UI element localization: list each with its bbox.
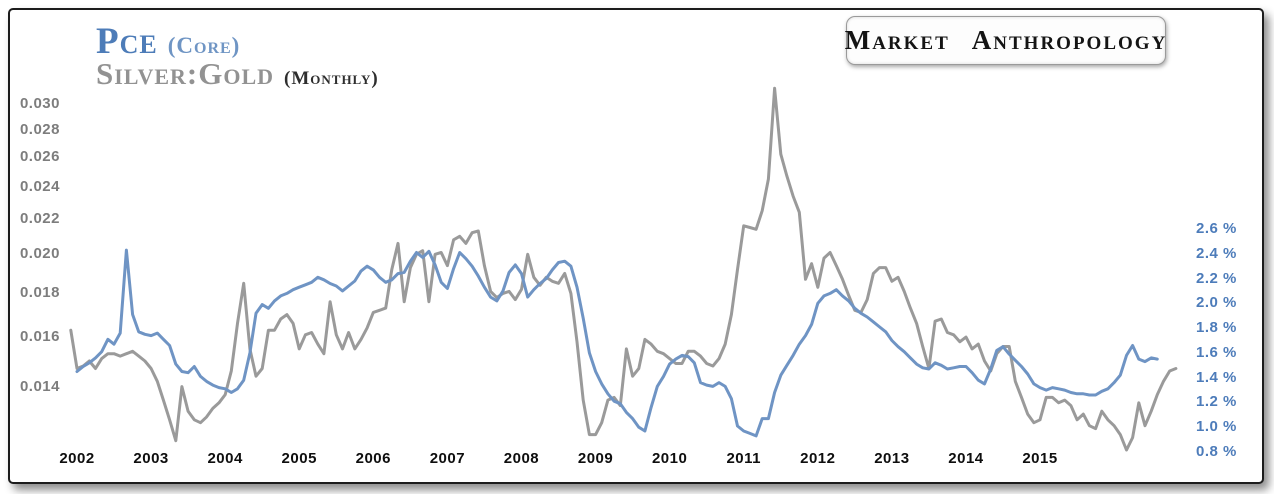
pce-line-series xyxy=(75,248,1159,438)
right-axis-tick-label: 2.4 % xyxy=(1196,244,1237,262)
chart-title-pce: Pce (Core) xyxy=(96,20,240,63)
chart-title-silver-gold: Silver:Gold (Monthly) xyxy=(96,56,379,92)
logo-word-anthropology: Anthropology xyxy=(971,25,1168,55)
left-axis-tick-label: 0.016 xyxy=(19,328,60,346)
left-axis-tick-label: 0.018 xyxy=(19,284,60,302)
right-axis-tick-label: 1.4 % xyxy=(1196,368,1237,386)
silver-gold-title-text: Silver:Gold xyxy=(96,56,275,91)
right-axis-tick-label: 1.0 % xyxy=(1196,418,1237,436)
x-axis-year-label: 2005 xyxy=(281,450,317,467)
x-axis-year-label: 2006 xyxy=(355,450,391,467)
left-axis-tick-label: 0.030 xyxy=(19,95,60,112)
logo-word-market: Market xyxy=(844,25,950,55)
x-axis-year-label: 2014 xyxy=(948,450,984,467)
silver-gold-line-series xyxy=(69,86,1178,452)
silver-gold-title-suffix: (Monthly) xyxy=(284,68,379,89)
x-axis-year-label: 2011 xyxy=(726,450,761,467)
left-axis-tick-label: 0.024 xyxy=(19,177,60,195)
left-axis-tick-label: 0.026 xyxy=(19,148,60,166)
pce-title-suffix: (Core) xyxy=(167,33,241,58)
left-axis-tick-label: 0.028 xyxy=(19,120,60,138)
x-axis-year-label: 2015 xyxy=(1022,450,1058,467)
x-axis-year-label: 2003 xyxy=(133,450,169,467)
market-anthropology-logo: Market Anthropology xyxy=(844,16,1168,65)
right-axis-tick-label: 1.8 % xyxy=(1196,319,1237,337)
x-axis-year-label: 2009 xyxy=(577,450,614,467)
pce-title-text: Pce xyxy=(96,21,158,62)
left-axis-tick-label: 0.014 xyxy=(19,377,60,395)
x-axis-year-label: 2007 xyxy=(429,450,466,467)
x-axis-year-label: 2010 xyxy=(651,450,688,467)
x-axis-year-label: 2004 xyxy=(207,450,243,467)
x-axis-year-label: 2008 xyxy=(503,450,540,467)
right-axis-tick-label: 1.2 % xyxy=(1196,393,1237,411)
left-axis-tick-label: 0.022 xyxy=(19,210,60,227)
right-axis-tick-label: 2.2 % xyxy=(1196,269,1237,287)
x-axis-year-label: 2013 xyxy=(874,450,910,467)
left-axis-tick-label: 0.020 xyxy=(19,245,60,263)
x-axis-year-label: 2012 xyxy=(800,450,836,467)
right-axis-tick-label: 2.6 % xyxy=(1196,220,1237,237)
x-axis-year-label: 2002 xyxy=(59,450,95,467)
right-axis-tick-label: 0.8 % xyxy=(1196,443,1237,461)
right-axis-tick-label: 1.6 % xyxy=(1196,343,1237,361)
right-axis-tick-label: 2.0 % xyxy=(1196,294,1237,312)
